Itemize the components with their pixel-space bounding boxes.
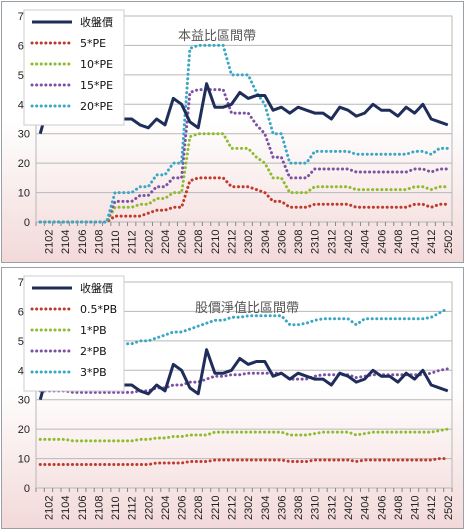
legend-label: 收盤價 (80, 281, 113, 295)
x-tick-label: 2210 (210, 230, 222, 254)
x-tick-label: 2502 (443, 230, 455, 254)
legend-label: 收盤價 (80, 15, 113, 29)
x-tick-label: 2110 (110, 496, 122, 520)
x-tick-label: 2412 (426, 230, 438, 254)
x-tick-label: 2112 (127, 496, 139, 520)
x-tick-label: 2402 (343, 230, 355, 254)
legend-label: 2*PB (80, 345, 107, 358)
x-tick-label: 2104 (60, 230, 72, 254)
pe-band-chart-panel: 010203040506070 210221042106210821102112… (1, 1, 464, 263)
x-tick-label: 2206 (177, 230, 189, 254)
pb-band-chart: 010203040506070 210221042106210821102112… (18, 275, 455, 520)
x-tick-label: 2412 (426, 496, 438, 520)
y-tick-label: 10 (18, 188, 30, 200)
x-tick-label: 2404 (360, 496, 372, 520)
series-line-1 (38, 457, 450, 466)
x-tick-label: 2106 (77, 230, 89, 254)
x-tick-label: 2104 (60, 496, 72, 520)
x-tick-label: 2204 (160, 496, 172, 520)
x-tick-label: 2212 (227, 230, 239, 254)
legend-label: 1*PB (80, 324, 107, 337)
x-tick-label: 2302 (243, 496, 255, 520)
x-tick-label: 2106 (77, 496, 89, 520)
x-tick-label: 2110 (110, 230, 122, 254)
x-tick-label: 2212 (227, 496, 239, 520)
x-tick-label: 2406 (376, 230, 388, 254)
x-tick-label: 2410 (410, 230, 422, 254)
y-tick-label: 0 (24, 217, 30, 229)
x-tick-label: 2302 (243, 230, 255, 254)
y-tick-label: 20 (18, 158, 30, 170)
series-line-2 (38, 132, 450, 224)
x-tick-label: 2410 (410, 496, 422, 520)
x-tick-label: 2112 (127, 230, 139, 254)
series-line-1 (38, 176, 450, 224)
x-tick-label: 2202 (143, 496, 155, 520)
x-tick-label: 2102 (43, 496, 55, 520)
legend-label: 15*PE (80, 79, 113, 92)
x-tick-label: 2402 (343, 496, 355, 520)
legend-label: 3*PB (80, 366, 107, 379)
y-tick-label: 10 (18, 454, 30, 466)
x-tick-label: 2210 (210, 496, 222, 520)
x-tick-label: 2408 (393, 496, 405, 520)
x-tick-label: 2312 (326, 496, 338, 520)
x-tick-label: 2310 (310, 496, 322, 520)
y-tick-label: 0 (24, 483, 30, 495)
chart-title: 股價淨值比區間帶 (195, 300, 299, 316)
x-tick-label: 2206 (177, 496, 189, 520)
pe-band-chart: 010203040506070 210221042106210821102112… (18, 9, 455, 254)
x-tick-label: 2306 (276, 496, 288, 520)
x-tick-label: 2108 (93, 496, 105, 520)
x-tick-label: 2208 (193, 230, 205, 254)
legend-label: 10*PE (80, 58, 113, 71)
legend-label: 20*PE (80, 100, 113, 113)
series-line-4 (38, 43, 450, 224)
x-tick-label: 2310 (310, 230, 322, 254)
x-tick-label: 2204 (160, 230, 172, 254)
series-line-2 (38, 427, 450, 443)
x-tick-label: 2304 (260, 496, 272, 520)
pb-band-chart-panel: 010203040506070 210221042106210821102112… (1, 267, 464, 529)
x-tick-label: 2102 (43, 230, 55, 254)
legend-label: 0.5*PB (80, 303, 117, 316)
x-tick-label: 2208 (193, 496, 205, 520)
x-tick-label: 2308 (293, 496, 305, 520)
x-tick-label: 2308 (293, 230, 305, 254)
x-tick-label: 2202 (143, 230, 155, 254)
x-tick-label: 2502 (443, 496, 455, 520)
x-tick-label: 2408 (393, 230, 405, 254)
chart-title: 本益比區間帶 (178, 29, 256, 44)
y-tick-label: 30 (18, 129, 30, 141)
legend-label: 5*PE (80, 37, 106, 50)
x-tick-label: 2306 (276, 230, 288, 254)
y-tick-label: 20 (18, 424, 30, 436)
y-tick-label: 30 (18, 395, 30, 407)
x-tick-label: 2404 (360, 230, 372, 254)
x-tick-label: 2304 (260, 230, 272, 254)
x-tick-label: 2108 (93, 230, 105, 254)
x-tick-label: 2406 (376, 496, 388, 520)
x-tick-label: 2312 (326, 230, 338, 254)
